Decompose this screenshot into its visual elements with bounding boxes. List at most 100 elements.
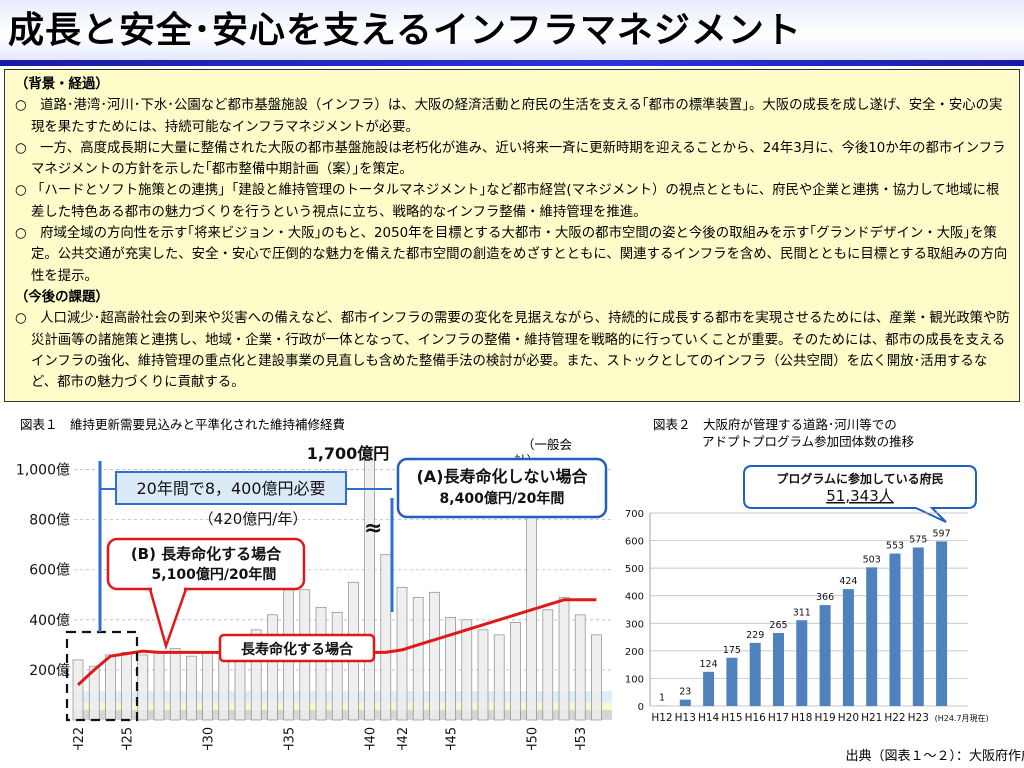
chart1-x-ticks: H22 H25 H30 H35 H40 H42 H45 H50 H53 xyxy=(72,727,589,750)
chart1-y-tick-label: 200億 xyxy=(29,663,70,679)
callout-a xyxy=(396,457,608,519)
chart2-bar xyxy=(889,553,901,706)
paragraph-3: ○ 「ハードとソフト施策との連携」｢建設と維持管理のトータルマネジメント｣など都… xyxy=(15,183,1000,220)
per-year-text: （420億円/年） xyxy=(199,510,308,528)
title-underline xyxy=(0,60,1024,66)
callout-a-value: 8,400億円/20年間 xyxy=(440,490,565,507)
chart2-data-label: 424 xyxy=(839,576,857,587)
chart2-data-label: 1 xyxy=(659,693,665,704)
maintenance-line-label: 長寿命化する場合 xyxy=(241,641,354,658)
chart1-bar xyxy=(591,634,602,721)
chart2-x-tick-label: H23 xyxy=(908,712,929,724)
chart1-x-tick-label: H25 xyxy=(121,727,136,750)
chart1-bar xyxy=(315,606,327,721)
chart1-bar xyxy=(331,611,343,721)
chart2-bar xyxy=(866,567,878,706)
chart2-data-labels: 1 23 124 175 229 265 311 366 424 503 553 575 597 xyxy=(659,528,951,703)
page-title: 成長と安全･安心を支えるインフラマネジメント xyxy=(8,10,802,51)
chart1-bar xyxy=(526,516,537,721)
total-need-box xyxy=(115,471,347,505)
chart1-x-tick-label: H53 xyxy=(574,727,589,750)
chart1-bar xyxy=(477,629,489,721)
fig1-title: 図表１ 維持更新需要見込みと平準化された維持補修経費 xyxy=(20,417,346,432)
title-bar: 成長と安全･安心を支えるインフラマネジメント xyxy=(0,0,1024,66)
chart1-x-tick-label: H22 xyxy=(72,727,87,750)
paragraph-5: ○ 人口減少･超高齢社会の到来や災害への備えなど、都市インフラの需要の変化を見据… xyxy=(15,311,1010,391)
chart1-bar xyxy=(445,616,456,721)
chart2-x-tick-label: H14 xyxy=(698,712,720,724)
axis-break-mark: ≈ xyxy=(364,516,382,541)
fig2-title-line2: アドプトプログラム参加団体数の推移 xyxy=(702,434,915,449)
adopt-program-chart: プログラムに参加している府民 51,343人 1 23 124 175 229 265 31… xyxy=(625,465,989,724)
chart2-x-tick-label: H15 xyxy=(721,712,742,724)
chart1-bar xyxy=(105,654,116,721)
chart2-bar xyxy=(749,642,761,706)
chart1-bar xyxy=(121,652,132,721)
chart2-x-tick-label: H18 xyxy=(791,712,812,724)
chart2-x-ticks: H12 H13 H14 H15 H16 H17 H18 H19 H20 H21 H22 H23 (H24… xyxy=(651,712,988,724)
chart2-data-label: 366 xyxy=(816,592,834,603)
chart2-y-tick-label: 200 xyxy=(625,647,644,658)
chart1-bar xyxy=(558,596,570,721)
chart1-y-tick-label: 600億 xyxy=(29,563,70,579)
chart1-bar xyxy=(186,655,197,721)
paragraph-1: ○ 道路･港湾･河川･下水･公園など都市基盤施設（インフラ）は、大阪の経済活動と… xyxy=(15,98,1003,135)
callout-a-title: (A)長寿命化しない場合 xyxy=(416,467,588,486)
callout-b-value: 5,100億円/20年間 xyxy=(152,566,277,583)
chart1-bar xyxy=(137,654,149,721)
chart1-bar xyxy=(72,659,84,721)
chart2-data-label: 23 xyxy=(679,687,691,698)
chart2-bar xyxy=(936,541,948,706)
chart2-x-tick-label: H16 xyxy=(745,712,767,724)
chart1-bar xyxy=(510,621,521,721)
chart1-bar xyxy=(396,586,408,721)
paragraph-2: ○ 一方、高度成長期に大量に整備された大阪の都市基盤施設は老朽化が進み、近い将来… xyxy=(15,140,1006,178)
maintenance-demand-chart: 200億 400億 600億 800億 1,000億 H22 H25 H30 H35 H40 H4… xyxy=(16,444,612,750)
chart1-band-lower xyxy=(74,709,612,720)
chart2-bars xyxy=(656,541,948,706)
background-textbox: （背景・経過） ○ 道路･港湾･河川･下水･公園など都市基盤施設（インフラ）は、… xyxy=(4,69,1020,402)
chart1-x-tick-label: H30 xyxy=(202,727,217,750)
chart2-x-tick-label: (H24.7月現在) xyxy=(935,713,989,723)
chart2-data-label: 124 xyxy=(700,659,718,670)
chart2-bar xyxy=(842,589,854,706)
near-term-highlight-box xyxy=(65,630,139,722)
chart1-y-tick-label: 1,000億 xyxy=(16,463,70,479)
chart1-bar xyxy=(364,449,375,721)
chart2-y-tick-label: 400 xyxy=(625,592,644,603)
chart2-data-label: 553 xyxy=(886,541,904,552)
chart2-data-label: 265 xyxy=(769,620,787,631)
chart2-bar xyxy=(773,632,784,706)
section-heading-background: （背景・経過） xyxy=(15,77,109,92)
chart2-data-label: 229 xyxy=(746,630,764,641)
callout-b xyxy=(106,537,306,591)
chart2-y-tick-label: 600 xyxy=(625,537,644,548)
chart1-band-middle xyxy=(74,702,612,710)
chart2-x-tick-label: H20 xyxy=(838,712,859,724)
chart1-bar xyxy=(574,614,586,721)
chart1-y-tick-label: 400億 xyxy=(29,613,70,629)
chart2-data-label: 311 xyxy=(793,607,811,618)
chart1-bar xyxy=(218,657,230,721)
chart2-x-tick-label: H21 xyxy=(861,712,882,724)
chart1-base-bands xyxy=(74,691,612,720)
chart1-bar xyxy=(202,652,213,721)
chart1-bar xyxy=(429,591,440,721)
chart2-y-tick-label: 300 xyxy=(625,619,644,630)
source-note: 出典（図表１～２）：大阪府作成 xyxy=(845,749,1024,764)
chart2-data-label: 597 xyxy=(933,528,951,539)
chart2-y-tick-label: 500 xyxy=(625,564,644,575)
chart2-data-label: 175 xyxy=(723,645,741,656)
total-need-text: 20年間で8，400億円必要 xyxy=(136,479,325,498)
chart1-bar xyxy=(250,629,262,721)
chart2-y-tick-label: 0 xyxy=(638,702,644,713)
chart1-y-tick-label: 800億 xyxy=(29,513,70,529)
chart2-bar xyxy=(726,657,738,706)
chart1-x-tick-label: H50 xyxy=(526,727,541,750)
chart1-x-tick-label: H40 xyxy=(364,727,379,750)
chart1-x-tick-label: H45 xyxy=(445,727,460,750)
chart2-bar xyxy=(796,620,808,706)
chart1-x-tick-label: H42 xyxy=(396,727,411,750)
chart1-bar xyxy=(169,648,181,721)
chart2-x-tick-label: H12 xyxy=(651,712,672,724)
